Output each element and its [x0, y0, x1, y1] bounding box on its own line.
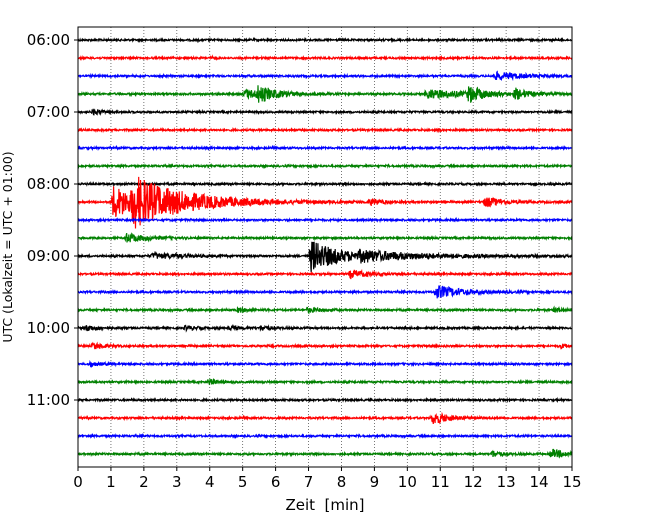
trace-line: [77, 377, 573, 386]
trace-line: [77, 176, 573, 229]
trace-line: [77, 108, 573, 117]
x-tick-label: 15: [562, 473, 581, 491]
x-tick-label: 9: [370, 473, 380, 491]
y-axis: 06:00 07:00 08:00 09:00 10:00 11:00: [27, 31, 78, 409]
trace-line: [77, 411, 573, 425]
trace-line: [77, 341, 573, 350]
trace-line: [77, 36, 572, 44]
y-tick-label: 11:00: [27, 391, 70, 409]
x-tick-label: 11: [431, 473, 450, 491]
x-tick-label: 2: [139, 473, 149, 491]
y-tick-label: 06:00: [27, 31, 70, 49]
trace-line: [77, 54, 573, 62]
trace-line: [77, 180, 573, 188]
x-tick-label: 10: [398, 473, 417, 491]
x-axis-label: Zeit [min]: [285, 496, 364, 514]
trace-line: [77, 305, 573, 315]
x-tick-label: 14: [530, 473, 549, 491]
x-tick-label: 8: [337, 473, 347, 491]
x-axis: 0 1 2 3 4 5 6 7 8 9 10 11 12 13 14 15: [73, 467, 582, 491]
plot-frame: [77, 26, 573, 468]
trace-line: [77, 162, 573, 170]
trace-line: [77, 448, 573, 459]
y-tick-label: 09:00: [27, 247, 70, 265]
trace-line: [77, 216, 573, 224]
x-tick-label: 12: [464, 473, 483, 491]
trace-line: [77, 285, 573, 299]
x-tick-label: 6: [271, 473, 281, 491]
trace-line: [77, 85, 573, 103]
x-tick-label: 0: [73, 473, 83, 491]
trace-line: [77, 241, 573, 272]
trace-line: [77, 324, 573, 333]
trace-line: [77, 268, 573, 280]
trace-line: [77, 232, 573, 243]
x-tick-label: 5: [238, 473, 248, 491]
y-tick-label: 08:00: [27, 175, 70, 193]
x-tick-label: 7: [304, 473, 314, 491]
trace-line: [77, 70, 573, 82]
x-tick-label: 4: [205, 473, 215, 491]
grid-lines: [110, 27, 540, 467]
y-tick-label: 07:00: [27, 103, 70, 121]
trace-line: [77, 396, 573, 404]
traces: [77, 36, 573, 459]
x-tick-label: 13: [497, 473, 516, 491]
trace-line: [77, 432, 573, 440]
x-tick-label: 1: [106, 473, 116, 491]
trace-line: [77, 359, 573, 368]
y-axis-label: UTC (Lokalzeit = UTC + 01:00): [0, 151, 15, 342]
y-tick-label: 10:00: [27, 319, 70, 337]
x-tick-label: 3: [172, 473, 182, 491]
trace-line: [77, 126, 573, 134]
trace-line: [77, 144, 573, 152]
